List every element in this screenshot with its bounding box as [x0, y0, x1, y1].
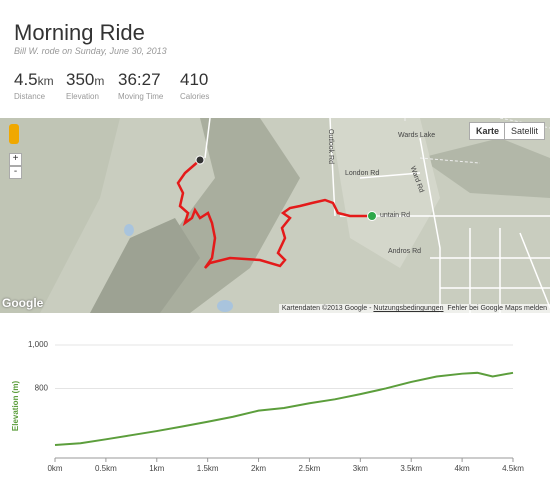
map-attribution: Kartendaten ©2013 Google - Nutzungsbedin…	[278, 304, 550, 313]
map-label: Outlook Rd	[327, 128, 335, 165]
terms-link[interactable]: Nutzungsbedingungen	[373, 305, 444, 312]
title: Morning Ride	[14, 20, 145, 45]
map-label: untain Rd	[380, 212, 410, 219]
stat-value: 350	[66, 70, 95, 89]
finish-marker	[195, 155, 205, 165]
pegman[interactable]	[9, 124, 19, 144]
stat-value: 410	[180, 70, 209, 89]
x-tick-label: 2km	[251, 464, 266, 473]
stat-unit: km	[37, 74, 54, 88]
stat-label: Distance	[14, 92, 46, 101]
terrain	[90, 218, 200, 313]
x-tick-label: 3.5km	[400, 464, 422, 473]
map-type-button[interactable]: Satellit	[504, 122, 546, 140]
stat-unit: m	[94, 74, 105, 88]
map-label: London Rd	[345, 170, 380, 177]
stat-label: Calories	[180, 92, 210, 101]
x-tick-label: 0.5km	[95, 464, 117, 473]
stat-value: 36:27	[118, 70, 161, 89]
map-type-button[interactable]: Karte	[469, 122, 507, 140]
x-tick-label: 1.5km	[197, 464, 219, 473]
map-logo: Google	[2, 296, 44, 310]
stat: 36:27 Moving Time	[118, 70, 163, 101]
stat-value-line: 4.5km	[14, 70, 54, 90]
report-link[interactable]: Fehler bei Google Maps melden	[447, 305, 547, 312]
stat: 4.5km Distance	[14, 70, 54, 101]
x-tick-label: 1km	[149, 464, 164, 473]
stat-value-line: 350m	[66, 70, 104, 90]
lake	[124, 224, 134, 236]
zoom-in[interactable]: +	[9, 153, 22, 166]
x-tick-label: 4km	[455, 464, 470, 473]
terrain	[330, 118, 440, 268]
stat: 350m Elevation	[66, 70, 104, 101]
elevation-chart: Elevation (m) 800 1,000 0km 0.5km 1km 1.5km 2km…	[11, 340, 524, 473]
stat: 410 Calories	[180, 70, 209, 101]
subtitle: Bill W. rode on Sunday, June 30, 2013	[14, 46, 167, 56]
zoom-out[interactable]: -	[9, 166, 22, 179]
terrain	[0, 118, 120, 313]
stat-value: 4.5	[14, 70, 38, 89]
terrain	[420, 138, 550, 198]
map-label: Andros Rd	[388, 248, 422, 255]
x-tick-label: 0km	[47, 464, 62, 473]
x-tick-label: 3km	[353, 464, 368, 473]
stat-label: Elevation	[66, 92, 99, 101]
stat-value-line: 410	[180, 70, 209, 90]
stat-value-line: 36:27	[118, 70, 163, 90]
stat-label: Moving Time	[118, 92, 164, 101]
start-marker	[367, 211, 377, 221]
y-tick-label: 1,000	[28, 340, 49, 349]
elevation-line	[54, 371, 514, 446]
map[interactable]: Wards Lake London Rd Ward Rd Outlook Rd …	[0, 118, 550, 313]
roads	[204, 118, 550, 313]
x-tick-label: 4.5km	[502, 464, 524, 473]
route	[176, 159, 372, 269]
map-canvas	[0, 118, 550, 313]
attribution-text: Kartendaten ©2013 Google -	[281, 305, 374, 312]
y-tick-label: 800	[35, 384, 49, 393]
x-tick-label: 2.5km	[299, 464, 321, 473]
map-label: Wards Lake	[398, 132, 436, 139]
y-axis-label: Elevation (m)	[11, 381, 20, 432]
lake	[217, 300, 233, 312]
